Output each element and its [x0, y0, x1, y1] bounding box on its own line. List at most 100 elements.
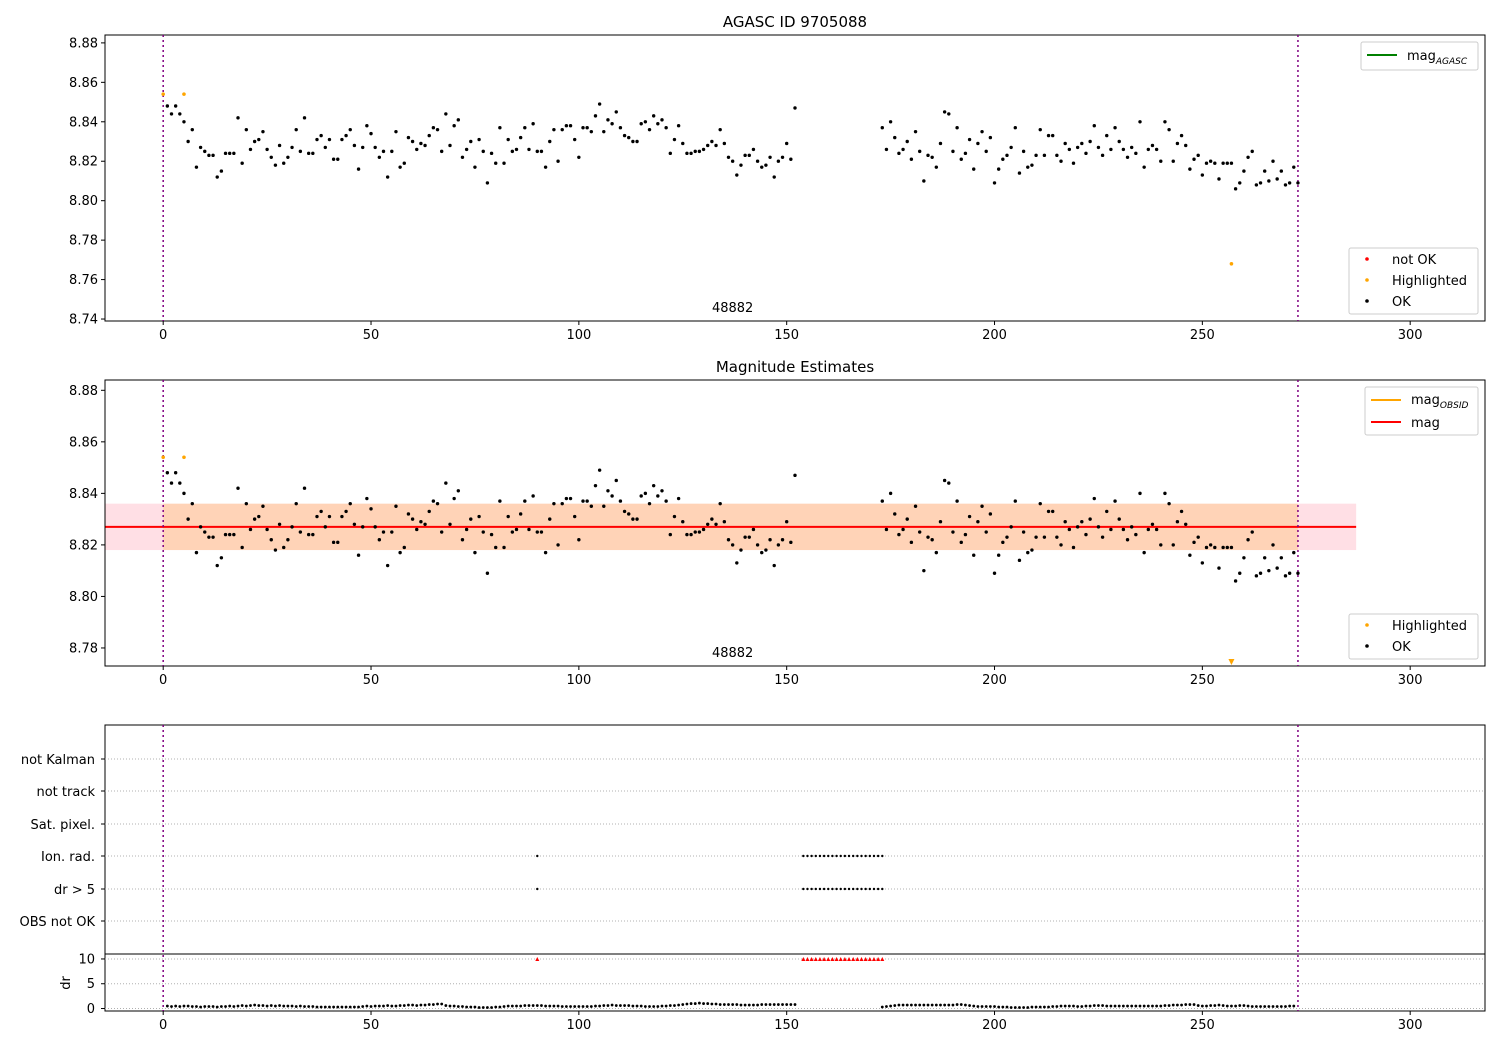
dr-point [602, 1004, 606, 1007]
dr-point [1009, 1006, 1013, 1009]
data-point [1154, 147, 1159, 152]
data-point [760, 165, 764, 169]
data-point [635, 517, 639, 521]
dr-point [481, 1006, 485, 1009]
dr-point [1288, 1004, 1292, 1008]
data-point [685, 532, 689, 537]
dr-point [889, 1004, 893, 1008]
data-point [306, 532, 311, 537]
dr-point [502, 1005, 506, 1008]
dr-point [926, 1003, 930, 1007]
data-point [444, 112, 448, 116]
flag-point [806, 887, 809, 891]
data-point [577, 538, 581, 542]
agasc-panel-title: AGASC ID 9705088 [723, 13, 867, 31]
dr-point [394, 1004, 398, 1008]
magnitude-points-legend: Highlighted OK [1348, 613, 1479, 660]
data-point [618, 499, 623, 503]
data-point [660, 118, 664, 122]
data-point [602, 129, 606, 134]
data-point [1051, 133, 1055, 138]
data-point [240, 545, 244, 550]
flag-row-label: not track [36, 785, 95, 800]
highlighted-point [182, 92, 186, 96]
data-point [884, 527, 889, 532]
dr-point [556, 1004, 560, 1008]
data-point [514, 147, 519, 152]
dr-point [224, 1005, 227, 1008]
highlighted-point [161, 455, 165, 460]
y-tick-label: 8.76 [69, 273, 98, 288]
data-point [1121, 527, 1126, 532]
flag-point [851, 887, 855, 891]
data-point [419, 520, 423, 524]
dr-point [1267, 1005, 1271, 1008]
data-point [1063, 141, 1067, 146]
data-point [1092, 124, 1096, 128]
data-point [385, 175, 390, 179]
legend-marker-highlighted [1365, 278, 1369, 282]
dr-point [244, 1004, 248, 1008]
dr-point [402, 1004, 406, 1007]
dr-point [1192, 1003, 1196, 1006]
data-point [510, 530, 515, 534]
dr-point [357, 1005, 360, 1009]
y-tick-label: 8.88 [69, 36, 98, 51]
data-point [456, 489, 461, 493]
data-point [518, 135, 523, 140]
dr-point [1063, 1004, 1067, 1008]
data-point [1075, 525, 1080, 529]
flag-point [864, 854, 867, 858]
dr-point [760, 1003, 764, 1006]
flags-grid [105, 758, 1485, 1010]
flag-point [814, 887, 817, 891]
legend-marker-ok [1365, 299, 1369, 303]
dr-point [793, 1003, 797, 1006]
data-point [1171, 159, 1175, 163]
dr-clipped-marker [876, 956, 881, 961]
dr-point [1171, 1003, 1175, 1007]
data-point [764, 163, 768, 167]
dr-point [431, 1003, 435, 1006]
data-point [922, 179, 926, 183]
data-point [1088, 517, 1092, 521]
dr-point [1180, 1003, 1183, 1007]
data-point [1125, 155, 1130, 159]
data-point [232, 151, 236, 156]
dr-point [1209, 1004, 1213, 1007]
data-point [190, 501, 194, 506]
data-point [701, 527, 706, 532]
data-point [1233, 579, 1238, 583]
flag-point [818, 887, 822, 891]
data-point [1242, 556, 1246, 560]
data-point [298, 149, 303, 154]
dr-point [423, 1003, 427, 1007]
data-point [668, 532, 673, 537]
data-point [248, 147, 253, 152]
dr-point [1176, 1003, 1179, 1007]
agasc-points-legend: not OK Highlighted OK [1348, 247, 1479, 315]
data-point [706, 143, 710, 148]
dr-point [1200, 1004, 1204, 1008]
data-point [539, 530, 544, 534]
data-point [789, 157, 793, 161]
data-point [1250, 530, 1254, 534]
data-point [1088, 139, 1092, 144]
dr-point [914, 1003, 917, 1007]
dr-point [498, 1005, 502, 1009]
magnitude-estimates-title: Magnitude Estimates [716, 358, 874, 376]
dr-point [477, 1006, 481, 1009]
dr-point [1030, 1005, 1034, 1009]
data-point [236, 116, 240, 120]
data-point [1038, 501, 1042, 506]
data-point [1254, 574, 1259, 578]
dr-point [303, 1005, 306, 1008]
data-point [1159, 543, 1163, 547]
data-point [331, 157, 336, 161]
dr-point [298, 1004, 302, 1008]
legend-label-highlighted: Highlighted [1392, 274, 1467, 289]
dr-point [739, 1003, 743, 1007]
data-point [190, 127, 194, 132]
data-point [722, 141, 727, 146]
dr-clipped-marker [834, 956, 839, 961]
